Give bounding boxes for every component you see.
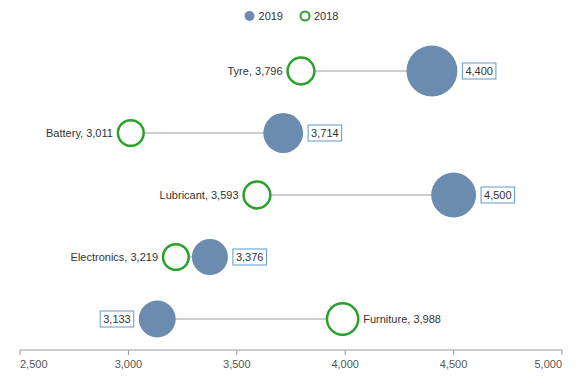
category-name: Lubricant: [160, 189, 205, 201]
label-box: [481, 187, 515, 203]
label-box: [308, 125, 342, 141]
tick-label: 3,500: [223, 358, 251, 370]
tick: [236, 350, 237, 355]
bubble-2018: [327, 303, 358, 334]
tick-label: 2,500: [20, 358, 48, 370]
marks: [118, 46, 476, 338]
tick: [20, 350, 21, 355]
label-box: [233, 249, 267, 265]
tick-label: 3,000: [115, 358, 143, 370]
value-label-2019: 4,500: [484, 189, 512, 201]
bubble-2018: [288, 58, 315, 85]
category-name: Tyre: [227, 65, 248, 77]
legend-item: 2019: [245, 10, 283, 22]
tick: [562, 350, 563, 355]
value-label-2019-box: 4,400: [462, 63, 496, 79]
x-axis: 2,500 3,000 3,500 4,000 4,500 5,000: [20, 350, 562, 370]
bubble-2018: [118, 120, 144, 146]
bubble-2018: [163, 244, 189, 270]
bubble-2018: [244, 182, 271, 209]
legend-swatch: [245, 11, 255, 21]
value-label-2019-box: 3,714: [308, 125, 342, 141]
value-label-2018: 3,593: [211, 189, 239, 201]
value-label-2019: 3,376: [236, 251, 264, 263]
value-label-2018: 3,796: [255, 65, 283, 77]
tick-label: 4,000: [331, 358, 359, 370]
bubble-2019: [139, 301, 176, 338]
connector: [131, 132, 283, 133]
tick-label: 5,000: [534, 358, 562, 370]
category-label: Lubricant, 3,593: [160, 189, 239, 201]
connector: [257, 194, 454, 195]
category-label: Furniture, 3,988: [363, 313, 441, 325]
category-name: Furniture: [363, 313, 407, 325]
bubble-2019: [431, 173, 476, 218]
category-name: Electronics: [71, 251, 125, 263]
connector: [157, 318, 342, 319]
tick: [453, 350, 454, 355]
axis-line: [20, 350, 562, 351]
bubble-2019: [263, 113, 303, 153]
legend: 2019 2018: [245, 10, 339, 22]
legend-swatch: [301, 12, 310, 21]
value-label-2019-box: 3,133: [100, 311, 134, 327]
chart: 2,500 3,000 3,500 4,000 4,500 5,000 Tyre, 3,79…: [0, 0, 582, 387]
legend-item: 2018: [301, 10, 339, 22]
value-label-2018: 3,219: [130, 251, 158, 263]
label-box: [462, 63, 496, 79]
label-box: [100, 311, 134, 327]
bubble-2019: [406, 46, 457, 97]
tick: [345, 350, 346, 355]
category-label: Tyre, 3,796: [227, 65, 282, 77]
value-label-2018: 3,011: [86, 127, 113, 139]
category-label: Battery, 3,011: [46, 127, 113, 139]
value-label-2019-box: 3,376: [233, 249, 267, 265]
value-label-2019: 3,133: [103, 313, 131, 325]
tick-label: 4,500: [440, 358, 468, 370]
tick: [128, 350, 129, 355]
bubble-2019: [192, 239, 228, 275]
value-label-2019-box: 4,500: [481, 187, 515, 203]
value-label-2018: 3,988: [413, 313, 441, 325]
legend-label: 2019: [259, 10, 283, 22]
legend-label: 2018: [314, 10, 338, 22]
value-label-2019: 4,400: [465, 65, 493, 77]
category-label: Electronics, 3,219: [71, 251, 158, 263]
value-label-2019: 3,714: [311, 127, 339, 139]
category-name: Battery: [46, 127, 81, 139]
data-labels: Tyre, 3,796 4,400 Battery, 3,011 3,714 Lubri…: [46, 63, 515, 327]
